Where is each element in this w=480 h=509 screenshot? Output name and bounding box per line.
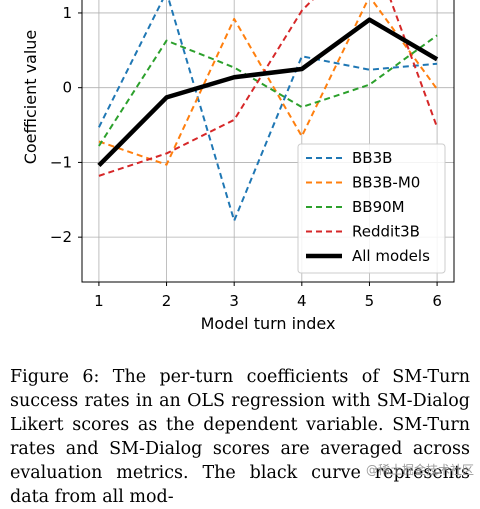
y-tick-label: −1 [50,153,72,171]
y-tick-label: 0 [62,79,72,97]
x-tick-label: 4 [297,292,307,310]
x-tick-label: 5 [365,292,375,310]
x-tick-label: 2 [162,292,172,310]
legend-label: All models [352,247,430,265]
legend: BB3B BB3B-M0 BB90M Reddit3B All models [297,143,446,274]
legend-label: BB90M [352,198,405,216]
legend-label: Reddit3B [352,223,420,241]
legend-label: BB3B [352,149,392,167]
grid [82,0,454,282]
x-tick-label: 6 [432,292,442,310]
series-line-reddit3b [98,0,439,177]
line-chart: 1 2 3 4 5 6 −2 −1 0 1 Model turn index Coefficien… [21,0,455,333]
x-tick-label: 1 [94,292,104,310]
legend-label: BB3B-M0 [352,174,420,192]
series-line-bb90m [98,34,438,147]
watermark: @稀土掘金技术社区 [365,463,474,477]
y-axis-title: Coefficient value [21,30,40,165]
legend-box [297,143,446,274]
series-line-bb3b-m0 [98,0,438,166]
axis-ticks: 1 2 3 4 5 6 −2 −1 0 1 [50,4,442,310]
x-axis-title: Model turn index [201,314,336,333]
series-lines [97,0,439,222]
series-line-all-models [97,17,439,167]
plot-frame [81,0,455,283]
y-tick-label: 1 [62,4,72,22]
figure-caption: Figure 6: The per-turn coefficients of S… [10,367,470,507]
y-tick-label: −2 [50,228,72,246]
x-tick-label: 3 [229,292,239,310]
